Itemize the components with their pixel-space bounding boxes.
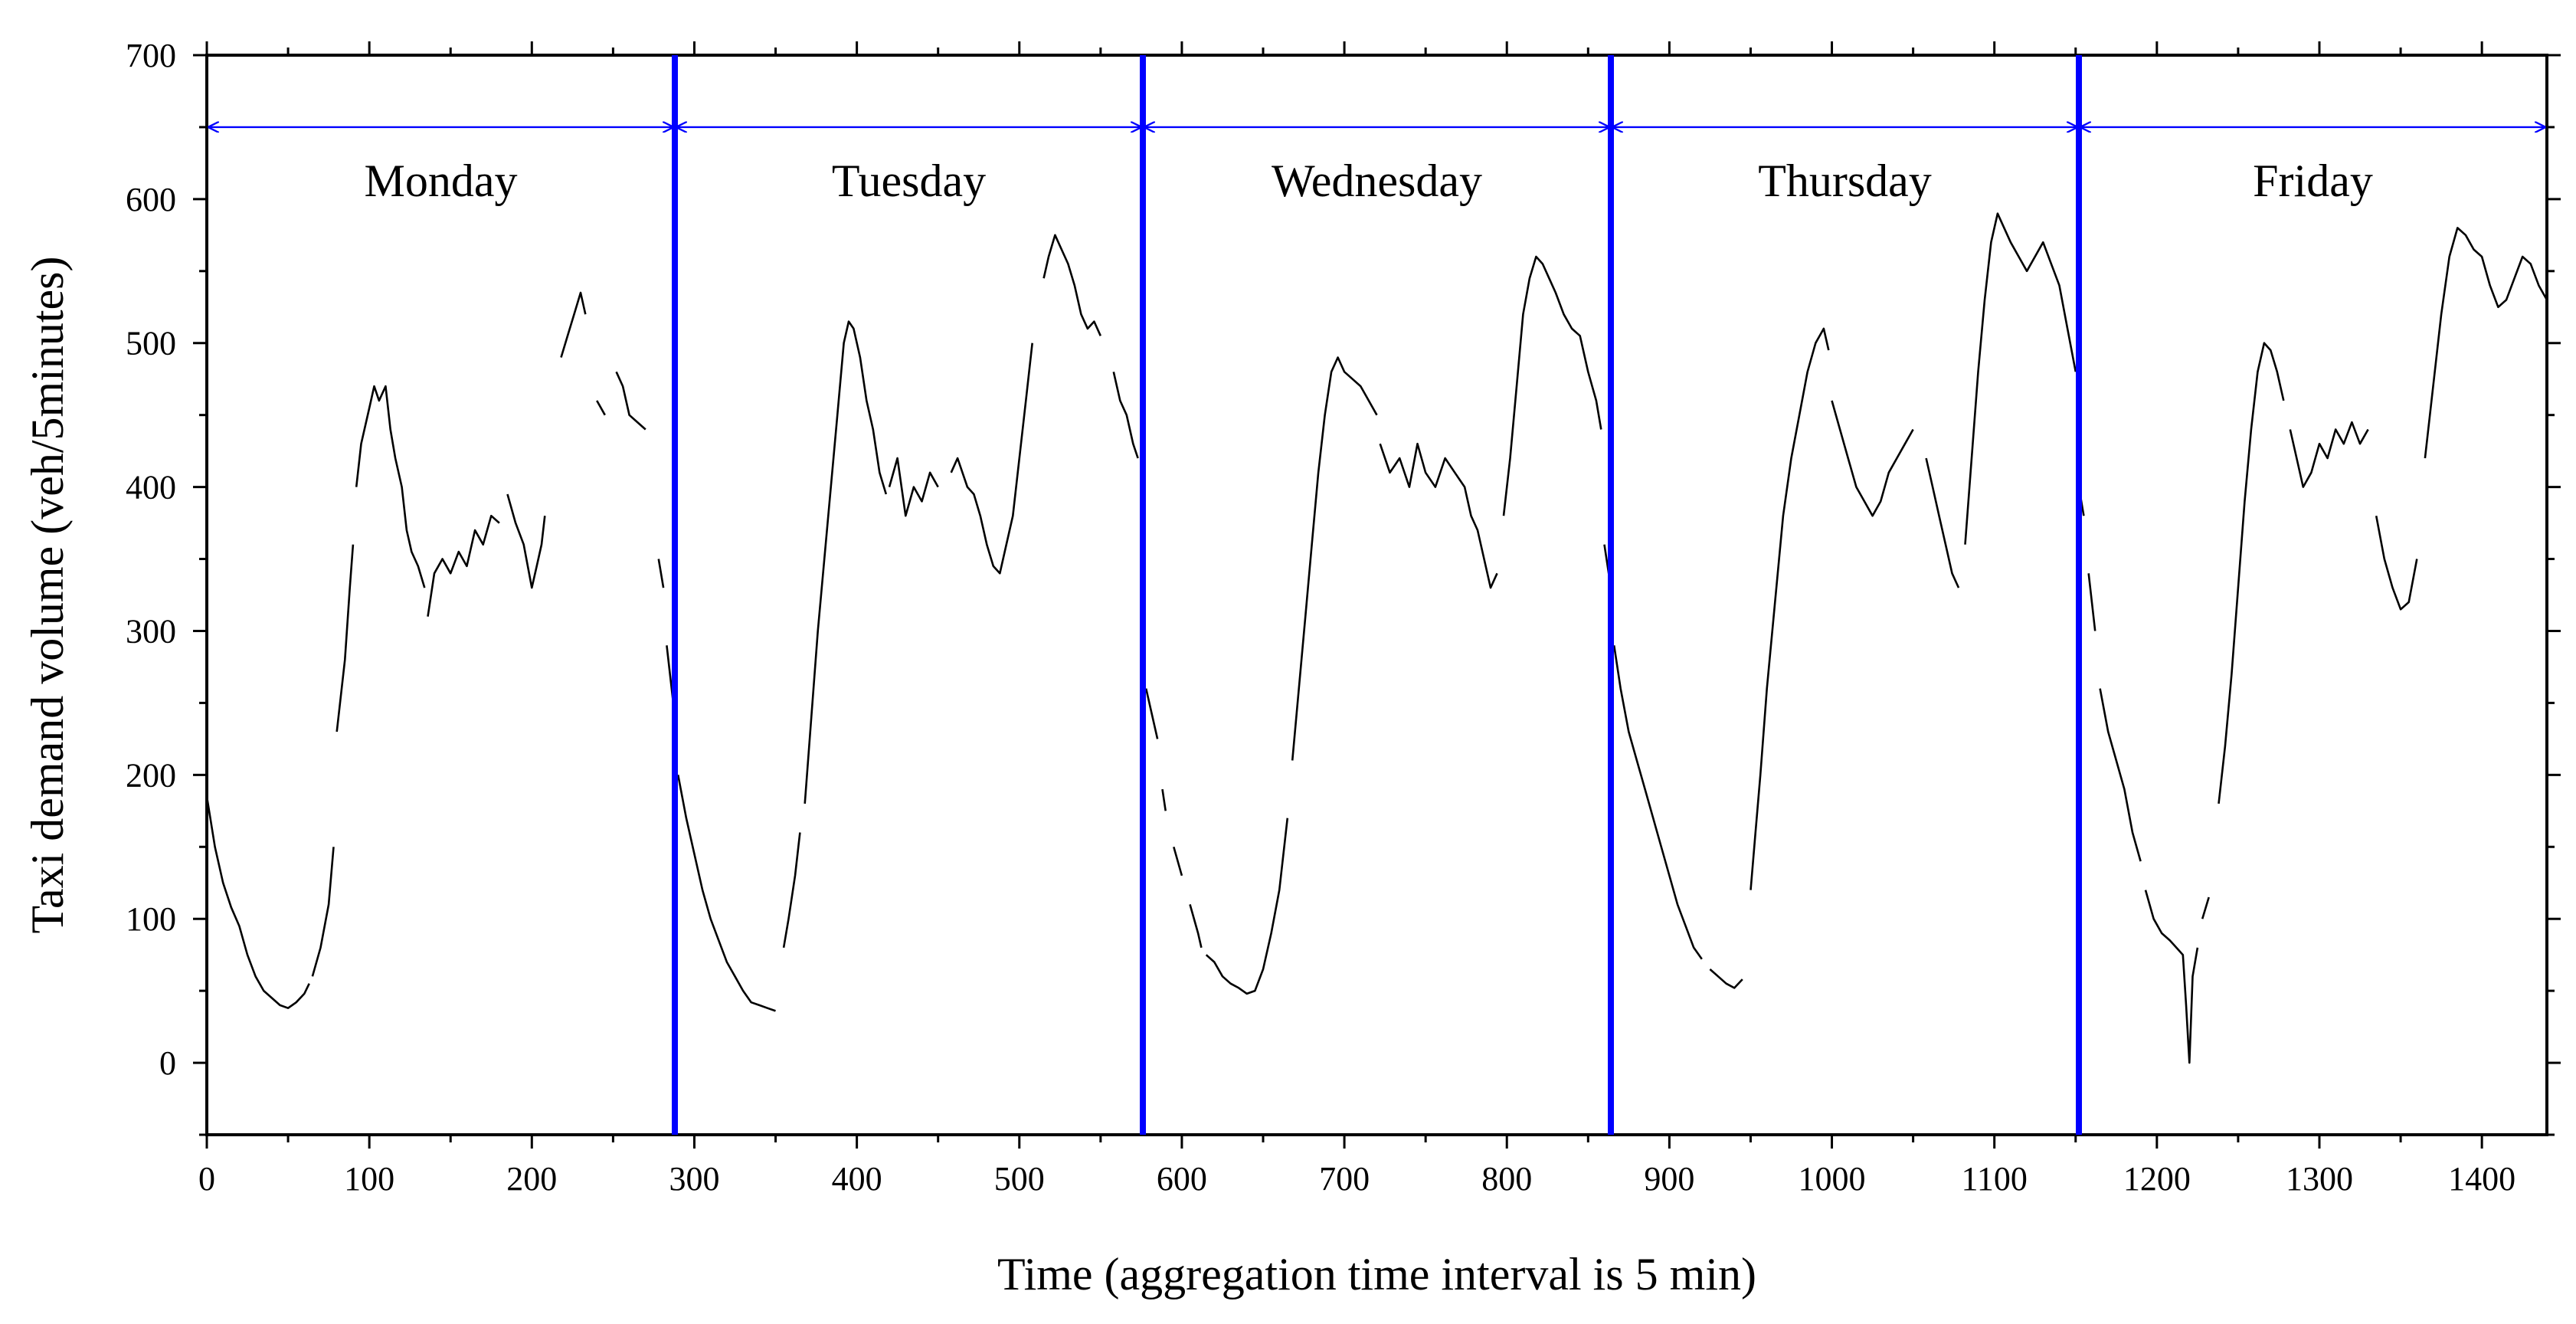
series-segment [2099, 688, 2142, 862]
series-segment [427, 514, 500, 617]
series-segment [1831, 400, 1914, 517]
series-segment [1964, 212, 2077, 545]
y-tick-label: 0 [159, 1044, 176, 1082]
y-tick-label: 700 [126, 37, 176, 74]
series-segment [1709, 968, 1743, 989]
series-segment [311, 847, 335, 977]
x-tick-label: 400 [832, 1160, 882, 1198]
day-label: Friday [2253, 156, 2373, 206]
series-segment [1750, 327, 1830, 890]
x-tick-label: 600 [1157, 1160, 1207, 1198]
x-tick-label: 300 [669, 1160, 719, 1198]
y-tick-label: 200 [126, 756, 176, 794]
x-tick-label: 200 [506, 1160, 557, 1198]
day-label: Tuesday [832, 156, 986, 206]
series-taxi-demand [205, 212, 2548, 1064]
series-segment [1112, 372, 1139, 459]
x-tick-label: 1200 [2123, 1160, 2191, 1198]
series-segment [1173, 846, 1183, 877]
series-segment [1205, 818, 1289, 995]
x-tick-label: 1100 [1961, 1160, 2027, 1198]
series-segment [2218, 342, 2285, 805]
series-segment [676, 775, 776, 1012]
series-segment [1379, 442, 1498, 589]
series-segment [950, 342, 1033, 575]
series-segment [2375, 515, 2418, 611]
series-segment [355, 385, 426, 588]
x-tick-label: 900 [1644, 1160, 1694, 1198]
y-tick-label: 600 [126, 181, 176, 218]
y-tick-label: 400 [126, 469, 176, 506]
day-label: Wednesday [1272, 156, 1482, 206]
y-axis-title: Taxi demand volume (veh/5minutes) [22, 257, 73, 934]
series-segment [615, 371, 646, 431]
x-tick-label: 500 [994, 1160, 1045, 1198]
series-segment [1043, 234, 1101, 336]
y-tick-label: 300 [126, 612, 176, 650]
series-segment [2289, 421, 2369, 488]
series-segment [804, 320, 888, 804]
series-segment [2087, 573, 2096, 631]
x-axis-title: Time (aggregation time interval is 5 min… [997, 1249, 1756, 1299]
series-segment [1189, 904, 1203, 949]
series-segment [2201, 896, 2210, 919]
plot-frame [205, 54, 2548, 1136]
series-segment [888, 457, 939, 517]
day-label: Monday [365, 156, 518, 206]
series-segment [205, 796, 310, 1009]
x-tick-label: 1300 [2286, 1160, 2353, 1198]
series-segment [1144, 688, 1159, 739]
x-tick-label: 700 [1319, 1160, 1370, 1198]
x-tick-label: 0 [198, 1160, 215, 1198]
day-label: Thursday [1758, 156, 1932, 206]
x-axis: 0 100 200 300 400 500 600 700 800 900 1000 1100 1200… [198, 41, 2515, 1198]
series-segment [1925, 457, 1960, 588]
x-tick-label: 1000 [1799, 1160, 1866, 1198]
series-segment [1161, 788, 1167, 811]
series-segment [336, 544, 355, 732]
series-segment [1291, 356, 1378, 761]
x-tick-label: 1400 [2448, 1160, 2515, 1198]
series-segment [2424, 227, 2548, 459]
series-segment [1502, 255, 1602, 516]
series-segment [782, 832, 801, 949]
series-segment [506, 493, 546, 589]
series-segment [596, 400, 606, 416]
day-spans: Monday Tuesday Wednesday Thursday Friday [209, 127, 2545, 206]
series-segment [1612, 645, 1703, 960]
y-tick-label: 100 [126, 900, 176, 938]
series-segment [2144, 890, 2199, 1064]
y-axis: 0 100 200 300 400 500 600 700 [126, 37, 2561, 1136]
series-segment [657, 559, 665, 588]
series-segment [560, 291, 587, 358]
day-dividers [672, 55, 2082, 1135]
y-tick-label: 500 [126, 325, 176, 362]
x-tick-label: 100 [344, 1160, 394, 1198]
x-tick-label: 800 [1481, 1160, 1532, 1198]
